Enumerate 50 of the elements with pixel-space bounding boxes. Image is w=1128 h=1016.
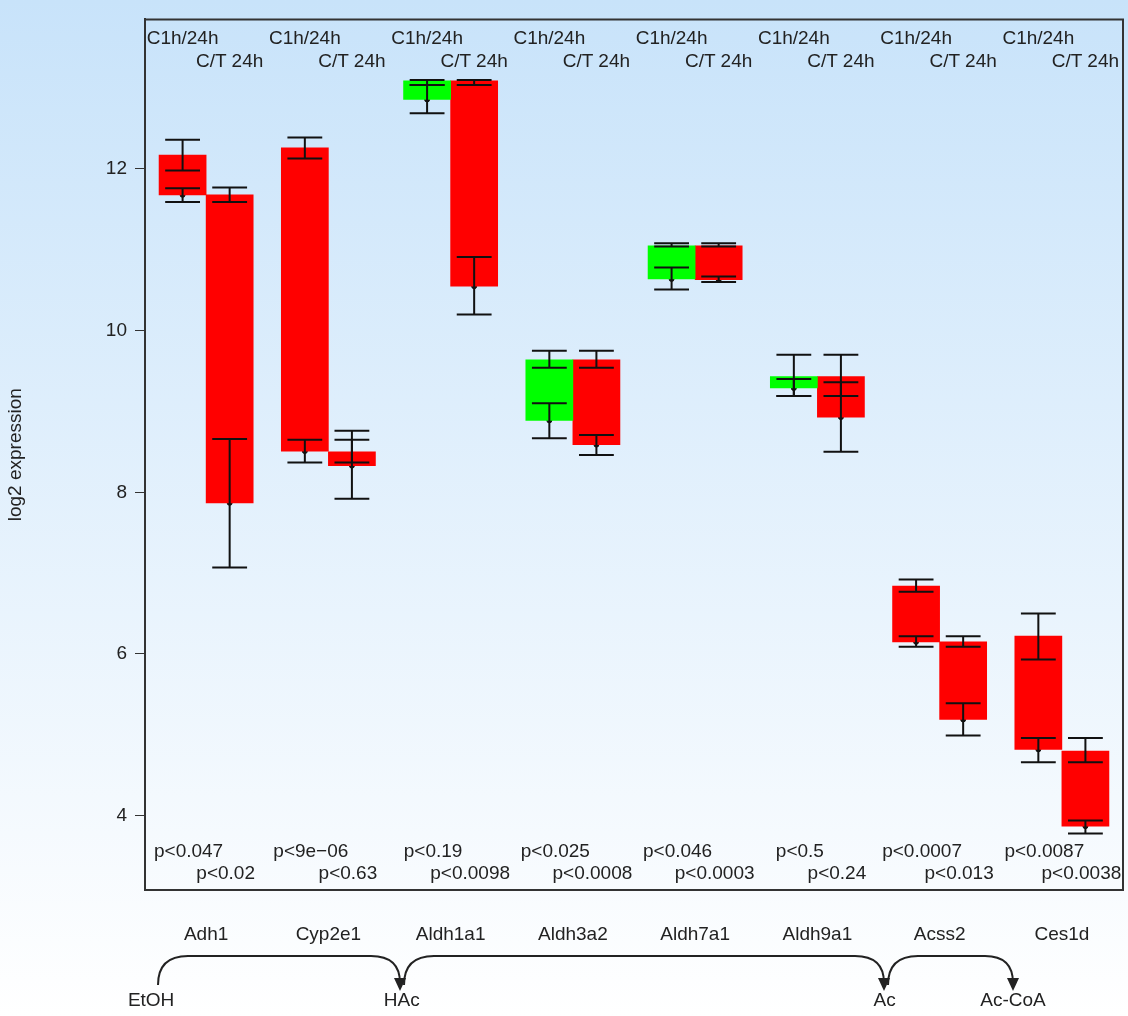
text: Ac-CoA: [980, 989, 1047, 1011]
text: C/T 24h: [318, 49, 386, 71]
annotation: p<0.24: [807, 862, 867, 884]
x-tick-label: Adh1: [183, 922, 229, 944]
y-tick-label: 8: [116, 480, 127, 502]
annotation: p<0.0038: [1041, 862, 1122, 884]
x-tick-label: Aldh3a2: [538, 922, 608, 944]
text: C1h/24h: [513, 26, 586, 48]
y-tick-label: 6: [116, 642, 127, 664]
text: C1h/24h: [268, 26, 341, 48]
text: HAc: [383, 989, 420, 1011]
text: Ac: [873, 989, 896, 1011]
annotation: p<0.025: [520, 840, 590, 862]
annotation: p<0.0008: [552, 862, 633, 884]
annotation: p<0.0007: [882, 840, 962, 862]
annotation: p<0.047: [153, 840, 224, 862]
x-tick-label: Aldh1a1: [415, 922, 486, 944]
x-tick-label: Cyp2e1: [295, 922, 362, 944]
annotation: p<0.63: [318, 862, 378, 884]
annotation: p<0.02: [196, 862, 255, 884]
annotation: p<0.046: [642, 840, 713, 862]
series-label: C1h/24h: [391, 26, 464, 48]
text: C/T 24h: [807, 49, 875, 71]
text: C1h/24h: [635, 26, 708, 48]
y-tick-label: 10: [105, 318, 127, 340]
text: C/T 24h: [685, 49, 753, 71]
annotation: p<0.19: [403, 840, 463, 862]
text: C/T 24h: [929, 49, 997, 71]
series-label: C/T 24h: [440, 49, 508, 71]
text: C/T 24h: [1051, 49, 1120, 71]
x-tick-label: Aldh7a1: [660, 922, 730, 944]
annotation: p<0.0098: [430, 862, 511, 884]
annotation: p<9e−06: [273, 840, 349, 862]
x-tick-label: Ces1d: [1034, 922, 1090, 944]
annotation: p<0.5: [775, 840, 824, 862]
y-tick-label: 12: [105, 157, 127, 179]
text: C1h/24h: [1002, 26, 1075, 48]
x-tick-label: Acss2: [913, 922, 966, 944]
text: C/T 24h: [562, 49, 631, 71]
y-tick-label: 4: [116, 803, 128, 825]
y-axis-title: log2 expression: [3, 388, 25, 522]
text: C1h/24h: [880, 26, 953, 48]
text: C1h/24h: [146, 26, 219, 48]
annotation: p<0.0003: [674, 862, 755, 884]
text: C/T 24h: [196, 49, 264, 71]
annotation: p<0.0087: [1004, 840, 1085, 862]
text: C1h/24h: [757, 26, 830, 48]
text: EtOH: [127, 989, 175, 1011]
annotation: p<0.013: [924, 862, 994, 884]
x-tick-label: Aldh9a1: [782, 922, 853, 944]
